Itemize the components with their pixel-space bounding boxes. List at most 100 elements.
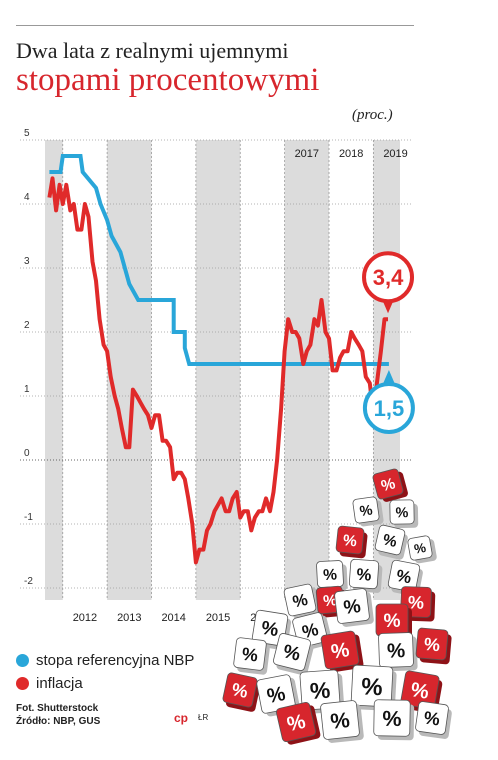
author-initials: ŁR (198, 713, 209, 722)
die: % (415, 627, 452, 665)
publisher-logo: cp (174, 711, 189, 725)
top-rule (16, 25, 414, 26)
die-symbol: % (356, 565, 372, 585)
year-band-1 (107, 140, 152, 600)
die-face (233, 637, 267, 671)
callout-pointer (382, 370, 395, 384)
die-symbol: % (265, 683, 287, 708)
die-face (273, 633, 311, 671)
die-symbol: % (291, 590, 310, 612)
die-face (251, 609, 289, 647)
die-symbol: % (230, 679, 250, 702)
die-face (283, 583, 317, 617)
dice-pile-illustration: %%%%%%%%%%%%%%%%%%%%%%%%%%%%%% (222, 468, 452, 745)
die-symbol: % (395, 566, 413, 588)
die: % (222, 672, 261, 712)
unit-label: (proc.) (352, 107, 393, 123)
die: % (320, 700, 364, 743)
die: % (407, 535, 437, 564)
die: % (320, 630, 364, 673)
die: % (415, 701, 452, 739)
legend-swatch-rate (16, 653, 29, 667)
x-tick-label-2019: 2019 (383, 148, 407, 160)
die-symbol: % (342, 596, 361, 619)
die-symbol: % (300, 619, 320, 642)
legend-item-inflation: inflacja (16, 673, 83, 693)
die-face (378, 632, 414, 668)
series-line-inflation (47, 176, 388, 565)
die: % (378, 632, 418, 672)
die-face (400, 670, 440, 710)
legend-swatch-inflation (16, 676, 29, 690)
die-symbol: % (329, 707, 351, 734)
die-symbol: % (285, 711, 308, 737)
die-symbol: % (379, 475, 397, 495)
year-band-2 (195, 140, 241, 600)
die-face (320, 630, 360, 670)
die: % (256, 674, 300, 717)
die-face (320, 700, 360, 740)
die-symbol: % (387, 640, 406, 663)
die-symbol: % (322, 592, 337, 610)
die-face (352, 496, 380, 524)
year-band-3 (284, 140, 329, 600)
die-symbol: % (323, 566, 338, 584)
die-symbol: % (408, 592, 425, 613)
callout-bubble (362, 251, 415, 304)
die-symbol: % (359, 502, 374, 520)
die-symbol: % (309, 677, 331, 704)
callout-rate: 1,5 (362, 370, 415, 434)
callout-value-inflation: 3,4 (373, 265, 404, 290)
die-symbol: % (395, 505, 408, 521)
die-face (373, 699, 411, 737)
die-face (372, 468, 404, 500)
die: % (335, 525, 368, 559)
die-face (415, 701, 449, 735)
x-tick-label-2015: 2015 (206, 612, 230, 624)
legend-label-inflation: inflacja (36, 674, 83, 692)
die-symbol: % (281, 641, 303, 666)
legend-label-rate: stopa referencyjna NBP (36, 651, 195, 669)
callout-inflation: 3,4 (362, 251, 415, 314)
die: % (389, 499, 419, 529)
y-tick-label: -1 (24, 512, 33, 523)
die-face (389, 499, 415, 525)
die-symbol: % (382, 706, 402, 731)
die: % (283, 583, 321, 619)
die-symbol: % (342, 532, 358, 550)
die-symbol: % (381, 531, 398, 551)
chart-title-highlight: stopami procentowymi (16, 62, 320, 98)
y-tick-label: 5 (24, 128, 30, 139)
die-symbol: % (260, 618, 280, 641)
die-symbol: % (361, 673, 384, 701)
die-face (374, 524, 406, 556)
die-symbol: % (241, 644, 259, 666)
die-face (415, 627, 449, 661)
die-symbol: % (413, 540, 427, 557)
year-band-0 (45, 140, 63, 600)
die: % (373, 699, 415, 741)
y-tick-label: 4 (24, 192, 30, 203)
y-tick-label: 2 (24, 320, 30, 331)
die-symbol: % (423, 634, 441, 655)
die: % (387, 559, 423, 597)
die: % (233, 637, 270, 675)
die-symbol: % (383, 611, 400, 632)
die-face (222, 672, 258, 708)
photo-credit: Fot. Shutterstock (16, 703, 99, 714)
chart-title: Dwa lata z realnymi ujemnymi (16, 38, 289, 63)
die-symbol: % (330, 639, 351, 664)
die-symbol: % (409, 679, 431, 704)
x-tick-label-2013: 2013 (117, 612, 141, 624)
y-tick-label: 0 (24, 448, 30, 459)
legend-item-rate: stopa referencyjna NBP (16, 650, 194, 670)
callout-bubble (362, 382, 415, 434)
x-tick-label-2017: 2017 (295, 148, 319, 160)
die-symbol: % (423, 708, 442, 730)
x-tick-label-2014: 2014 (161, 612, 185, 624)
y-tick-label: -2 (24, 576, 33, 587)
die: % (348, 558, 383, 593)
callout-value-rate: 1,5 (374, 396, 405, 421)
x-tick-label-2012: 2012 (73, 612, 97, 624)
die: % (316, 560, 348, 592)
